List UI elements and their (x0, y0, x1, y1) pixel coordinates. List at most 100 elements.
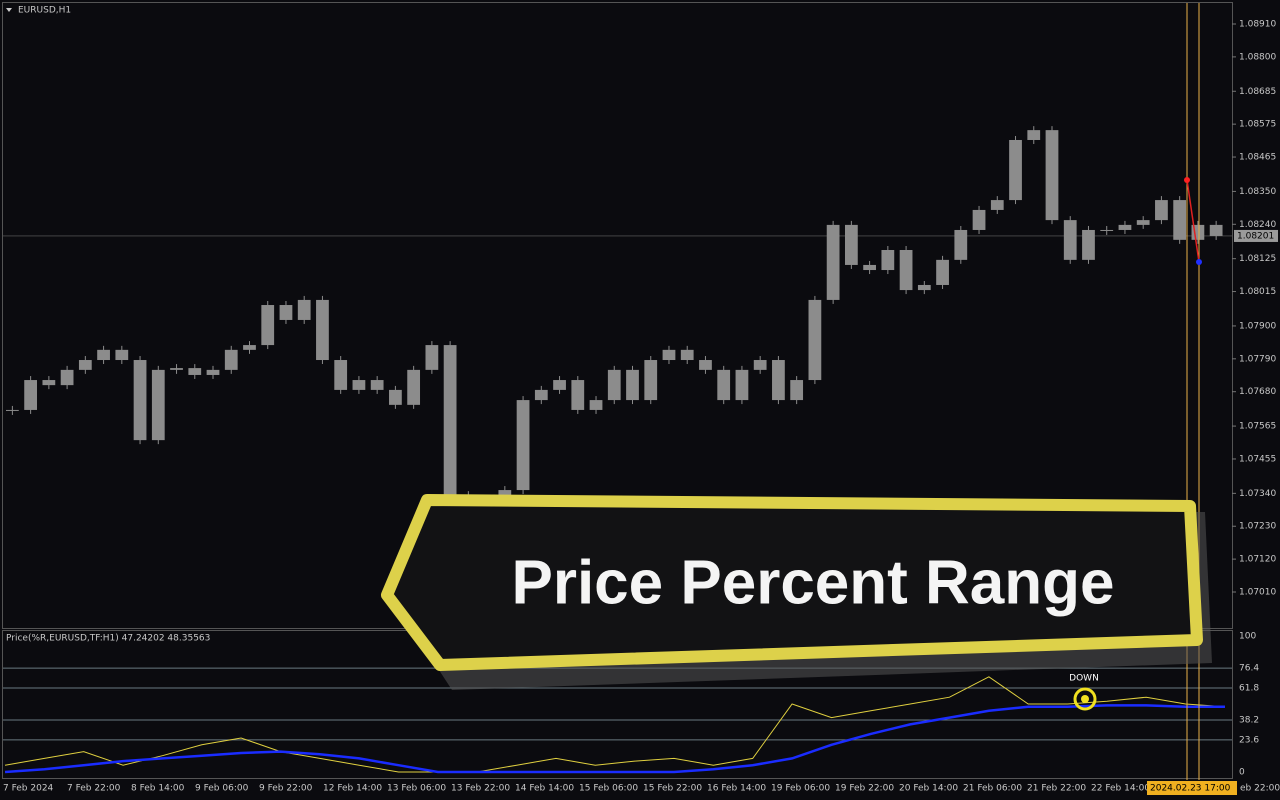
candle (516, 400, 530, 491)
time-label: 20 Feb 14:00 (899, 784, 958, 794)
candle (1063, 220, 1077, 260)
candle (753, 360, 767, 370)
banner-shape (381, 494, 1203, 671)
candle (1118, 224, 1132, 230)
time-label: 13 Feb 06:00 (387, 784, 446, 794)
level-label: 61.8 (1239, 683, 1259, 693)
candle (1173, 200, 1187, 240)
range-line (1186, 179, 1200, 263)
signal-line (4, 704, 1225, 774)
candle (553, 380, 566, 390)
candle (899, 250, 913, 291)
candle (443, 345, 457, 496)
price-label: 1.07790 (1239, 354, 1276, 364)
candle (78, 360, 92, 370)
candle (425, 345, 439, 370)
price-label: 1.08240 (1239, 220, 1276, 230)
price-label: 1.08465 (1239, 153, 1276, 163)
time-label: 7 Feb 22:00 (67, 784, 121, 794)
candle (936, 259, 949, 285)
time-label: 21 Feb 06:00 (963, 784, 1022, 794)
banner-title: Price Percent Range (511, 548, 1114, 617)
candle (206, 369, 220, 375)
price-label: 1.08125 (1239, 254, 1276, 264)
candle (717, 369, 731, 401)
time-tail: eb 22:00 (1240, 784, 1280, 794)
time-label: 12 Feb 14:00 (323, 784, 382, 794)
candle (790, 380, 804, 401)
price-label: 1.07230 (1239, 522, 1276, 532)
level-label: 76.4 (1239, 664, 1259, 674)
time-label: 21 Feb 22:00 (1027, 784, 1086, 794)
candle (844, 224, 858, 265)
candle (170, 368, 183, 370)
candle (990, 200, 1004, 210)
candle (370, 380, 384, 390)
time-label: 15 Feb 22:00 (643, 784, 702, 794)
signal-label: DOWN (1069, 674, 1099, 684)
price-label: 1.08910 (1239, 20, 1276, 30)
price-label: 1.07900 (1239, 321, 1276, 331)
indicator-header: Price(%R,EURUSD,TF:H1) 47.24202 48.35563 (6, 634, 210, 644)
candle (352, 380, 366, 390)
time-label: 15 Feb 06:00 (579, 784, 638, 794)
candle (97, 349, 110, 361)
candle (534, 389, 548, 401)
candle (1045, 130, 1059, 221)
banner: Price Percent Range (381, 494, 1212, 690)
time-label: 22 Feb 14:00 (1091, 784, 1150, 794)
candle (826, 224, 840, 300)
level-label: 23.6 (1239, 735, 1259, 745)
high-marker (1184, 177, 1190, 183)
low-marker (1196, 259, 1202, 265)
candle (954, 229, 968, 260)
price-label: 1.07340 (1239, 489, 1276, 499)
price-label: 1.07120 (1239, 555, 1276, 565)
time-label: 13 Feb 22:00 (451, 784, 510, 794)
price-label: 1.07680 (1239, 387, 1276, 397)
level-label: 100 (1239, 632, 1256, 642)
signal-ring (1073, 687, 1097, 711)
candle (151, 369, 165, 441)
candle (1009, 139, 1022, 201)
candle (224, 349, 238, 370)
price-label: 1.08350 (1239, 187, 1276, 197)
candle (662, 349, 676, 361)
candle (115, 349, 129, 361)
level-label: 38.2 (1239, 716, 1259, 726)
candle (644, 360, 658, 401)
candle (1209, 224, 1223, 236)
menu-arrow[interactable] (6, 8, 12, 12)
time-label: 8 Feb 14:00 (131, 784, 185, 794)
candle (261, 305, 275, 346)
candle (1136, 220, 1150, 225)
candle (334, 360, 348, 390)
cursor-time-box (1147, 781, 1237, 795)
candle (1155, 200, 1168, 221)
candle (316, 299, 329, 361)
candle (680, 349, 694, 361)
candle (881, 250, 895, 271)
candle (863, 264, 876, 271)
time-label: 9 Feb 22:00 (259, 784, 313, 794)
price-label: 1.07455 (1239, 454, 1276, 464)
current-price-box (1234, 229, 1278, 242)
candle (1082, 229, 1095, 260)
candle (607, 369, 621, 401)
price-label: 1.08015 (1239, 287, 1276, 297)
candle (133, 360, 147, 441)
price-label: 1.08575 (1239, 120, 1276, 130)
candle (1100, 229, 1114, 231)
price-label: 1.07010 (1239, 588, 1276, 598)
candle (626, 369, 639, 401)
candle (6, 409, 19, 411)
candle (407, 369, 421, 405)
candle (188, 368, 202, 375)
time-label: 19 Feb 22:00 (835, 784, 894, 794)
candle (24, 380, 38, 410)
time-label: 14 Feb 14:00 (515, 784, 574, 794)
price-label: 1.08800 (1239, 52, 1276, 62)
signal-dot (1081, 695, 1089, 703)
candle (972, 209, 986, 230)
